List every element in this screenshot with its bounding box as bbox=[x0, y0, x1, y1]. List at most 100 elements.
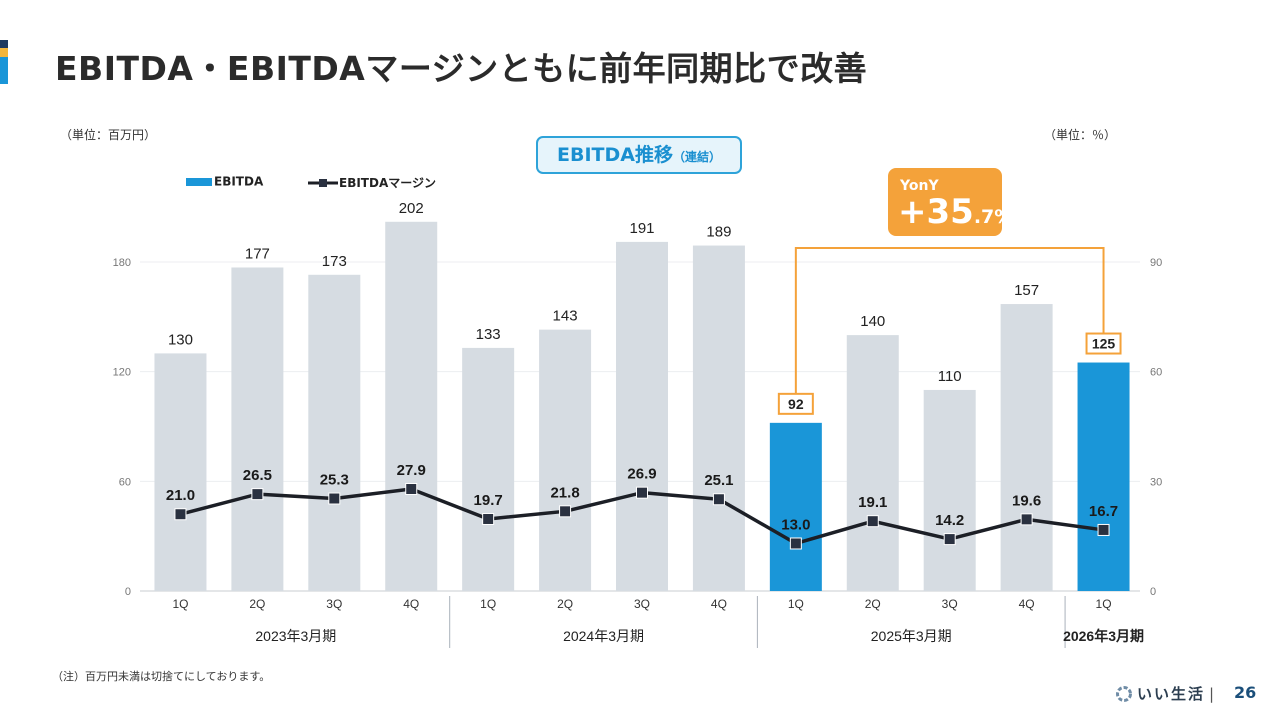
y-left-tick-label: 60 bbox=[119, 476, 131, 488]
left-unit-label: （単位：百万円） bbox=[60, 128, 157, 142]
margin-value-label: 27.9 bbox=[397, 462, 426, 479]
bar bbox=[231, 267, 284, 591]
margin-point bbox=[482, 512, 495, 525]
chart-title-badge: EBITDA推移（連結） bbox=[536, 136, 742, 174]
badge-main-text: EBITDA推移 bbox=[557, 144, 673, 166]
margin-point bbox=[1020, 513, 1033, 526]
bar-value-label: 140 bbox=[860, 313, 885, 330]
x-tick-label: 4Q bbox=[403, 597, 419, 611]
footnote: （注）百万円未満は切捨てにしております。 bbox=[52, 670, 271, 683]
bar-value-label: 191 bbox=[629, 220, 654, 237]
legend-item-line: EBITDAマージン bbox=[308, 174, 436, 191]
x-tick-label: 3Q bbox=[326, 597, 342, 611]
x-tick-label: 2Q bbox=[865, 597, 881, 611]
margin-point bbox=[1097, 523, 1110, 536]
bar bbox=[846, 335, 899, 591]
bar bbox=[308, 274, 361, 591]
margin-value-label: 21.0 bbox=[166, 487, 195, 504]
x-tick-label: 4Q bbox=[1019, 597, 1035, 611]
margin-value-label: 25.3 bbox=[320, 472, 349, 489]
y-right-tick-label: 30 bbox=[1150, 476, 1162, 488]
bar-value-label: 133 bbox=[476, 326, 501, 343]
margin-value-label: 19.7 bbox=[474, 492, 503, 509]
x-tick-label: 3Q bbox=[634, 597, 650, 611]
margin-value-label: 19.1 bbox=[858, 494, 887, 511]
legend-bar-label: EBITDA bbox=[214, 174, 264, 189]
margin-value-label: 25.1 bbox=[704, 472, 733, 489]
bar-value-label: 143 bbox=[553, 308, 578, 325]
margin-point bbox=[174, 508, 187, 521]
legend-bar-swatch bbox=[186, 177, 212, 186]
bar bbox=[1000, 304, 1053, 591]
x-tick-label: 4Q bbox=[711, 597, 727, 611]
bar-value-label: 110 bbox=[938, 368, 962, 385]
legend-line-label: EBITDAマージン bbox=[339, 176, 437, 190]
badge-sub-text: （連結） bbox=[672, 150, 721, 164]
bar bbox=[462, 347, 515, 591]
x-tick-label: 2Q bbox=[249, 597, 265, 611]
comparison-bracket bbox=[794, 247, 1105, 394]
x-tick-label: 2Q bbox=[557, 597, 573, 611]
bar bbox=[692, 245, 745, 592]
yony-value: +35.7% bbox=[898, 192, 1013, 232]
yony-value-small: .7% bbox=[973, 206, 1014, 228]
margin-point bbox=[712, 493, 725, 506]
bar bbox=[769, 422, 822, 591]
fiscal-year-label: 2023年3月期 bbox=[255, 628, 336, 644]
margin-point bbox=[559, 505, 572, 518]
legend-line-swatch bbox=[308, 178, 338, 187]
x-tick-label: 1Q bbox=[172, 597, 188, 611]
bar bbox=[923, 389, 976, 591]
margin-value-label: 14.2 bbox=[935, 512, 964, 529]
bar bbox=[539, 329, 592, 591]
margin-value-label: 16.7 bbox=[1089, 503, 1118, 520]
accent-bar-blue bbox=[0, 57, 8, 84]
bar-value-label: 157 bbox=[1014, 282, 1039, 299]
brand-name: いい生活 bbox=[1137, 685, 1206, 703]
bar-value-label: 92 bbox=[788, 396, 804, 412]
margin-point bbox=[636, 486, 648, 499]
yony-value-big: +35 bbox=[898, 192, 974, 232]
y-right-tick-label: 0 bbox=[1150, 586, 1156, 598]
brand-ring-icon bbox=[1116, 685, 1132, 702]
margin-point bbox=[251, 488, 264, 501]
x-tick-label: 1Q bbox=[788, 597, 804, 611]
margin-point bbox=[943, 533, 956, 546]
bar-value-label: 189 bbox=[706, 224, 731, 241]
fiscal-year-label: 2026年3月期 bbox=[1063, 628, 1144, 644]
bar-value-label: 173 bbox=[322, 253, 347, 270]
y-left-tick-label: 180 bbox=[113, 257, 131, 269]
legend-item-bar: EBITDA bbox=[186, 174, 263, 189]
margin-value-label: 13.0 bbox=[781, 516, 810, 533]
brand-logo: いい生活 | bbox=[1115, 683, 1218, 703]
margin-point bbox=[866, 515, 879, 528]
margin-value-label: 19.6 bbox=[1012, 492, 1041, 509]
margin-value-label: 21.8 bbox=[550, 484, 579, 501]
margin-point bbox=[789, 537, 802, 550]
bar bbox=[1077, 362, 1130, 591]
fiscal-year-label: 2024年3月期 bbox=[563, 628, 644, 644]
margin-point bbox=[405, 483, 418, 496]
bar-value-label: 130 bbox=[168, 331, 193, 348]
y-right-tick-label: 60 bbox=[1150, 367, 1162, 379]
margin-value-label: 26.5 bbox=[243, 467, 272, 484]
yony-badge: YonY +35.7% bbox=[888, 168, 1013, 236]
bar-value-label: 177 bbox=[245, 245, 270, 262]
y-left-tick-label: 0 bbox=[125, 586, 131, 598]
bar-value-label: 202 bbox=[399, 200, 424, 217]
margin-point bbox=[328, 492, 341, 505]
bar bbox=[616, 241, 668, 591]
y-left-tick-label: 120 bbox=[113, 367, 131, 379]
x-tick-label: 3Q bbox=[942, 597, 958, 611]
accent-bar-navy bbox=[0, 40, 8, 48]
yony-label: YonY bbox=[900, 178, 939, 194]
brand-separator: | bbox=[1209, 684, 1215, 703]
margin-value-label: 26.9 bbox=[627, 466, 656, 483]
fiscal-year-label: 2025年3月期 bbox=[871, 628, 952, 644]
right-unit-label: （単位：％） bbox=[1044, 128, 1117, 142]
page-title: EBITDA・EBITDAマージンともに前年同期比で改善 bbox=[55, 49, 868, 88]
accent-bar-yellow bbox=[0, 48, 8, 57]
y-right-tick-label: 90 bbox=[1150, 257, 1162, 269]
bar-value-label: 125 bbox=[1092, 336, 1116, 352]
